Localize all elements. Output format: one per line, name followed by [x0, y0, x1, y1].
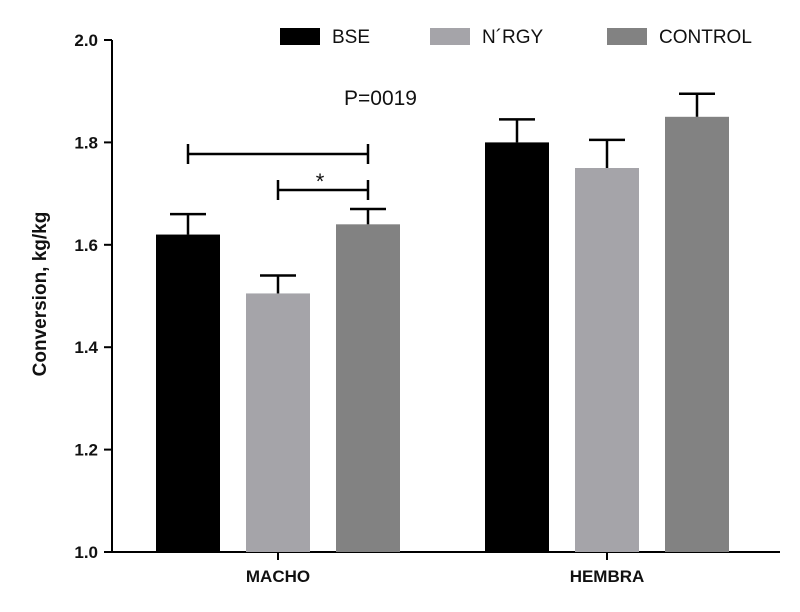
bar-nrgy-macho: [246, 293, 310, 552]
legend-swatch-nrgy: [430, 28, 470, 45]
legend-label: N´RGY: [482, 27, 544, 48]
y-axis-title: Conversion, kg/kg: [30, 212, 51, 377]
legend-swatch-control: [607, 28, 647, 45]
y-tick-label: 1.4: [74, 338, 98, 357]
y-tick-label: 1.2: [74, 441, 98, 460]
plot-area: 1.0 1.2 1.4 1.6 1.8 2.0 MACHO HEMBRA: [74, 31, 780, 586]
y-tick-label: 1.6: [74, 236, 98, 255]
x-tick-label: MACHO: [246, 567, 310, 586]
bar-control-macho: [336, 224, 400, 552]
y-tick-label: 1.0: [74, 543, 98, 562]
x-tick-label: HEMBRA: [570, 567, 645, 586]
p-value-annotation: P=0019: [344, 87, 417, 110]
bar-nrgy-hembra: [575, 168, 639, 552]
bar-bse-hembra: [485, 142, 549, 552]
y-tick-label: 2.0: [74, 31, 98, 50]
legend-label: BSE: [332, 27, 370, 48]
legend-label: CONTROL: [659, 27, 752, 48]
legend-swatch-bse: [280, 28, 320, 45]
bar-bse-macho: [156, 234, 220, 552]
y-tick-label: 1.8: [74, 133, 98, 152]
bar-control-hembra: [665, 116, 729, 553]
legend: BSE N´RGY CONTROL: [280, 27, 752, 48]
significance-star: *: [316, 169, 325, 194]
